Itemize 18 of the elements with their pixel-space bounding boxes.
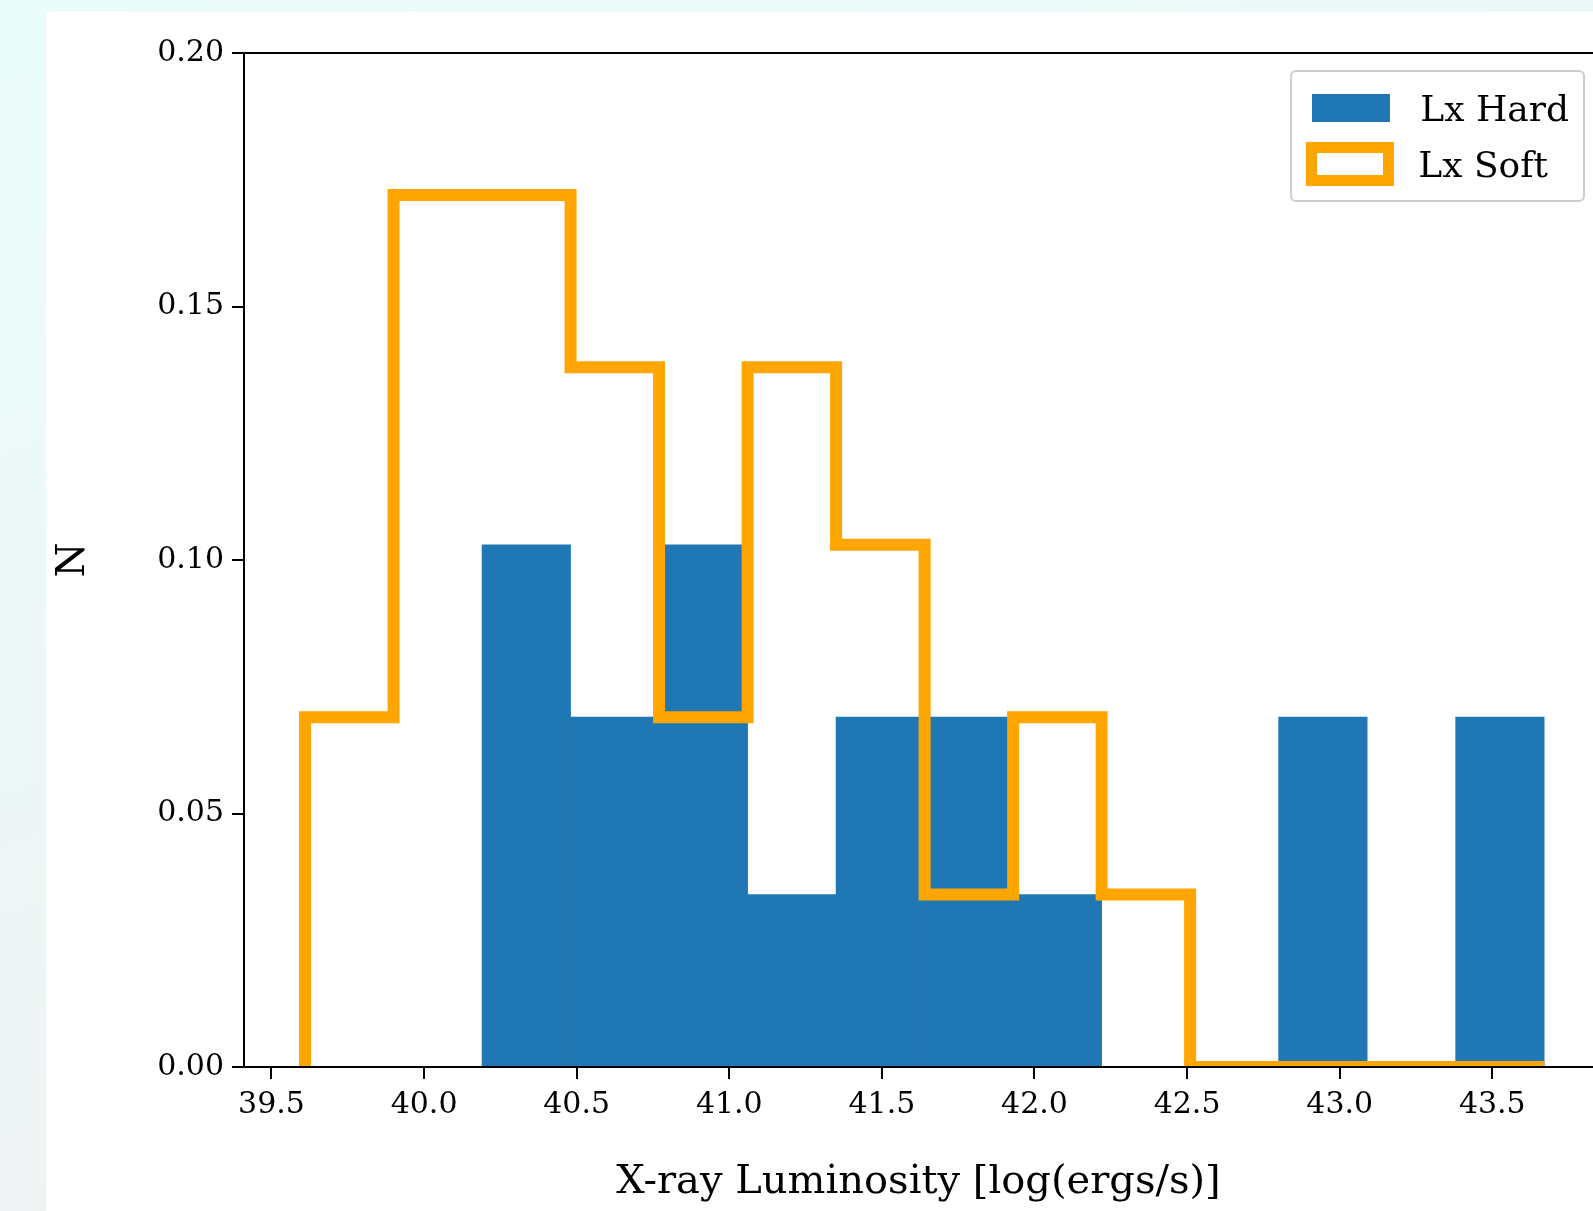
x-tick-label: 41.0 [695,1084,763,1120]
x-tick-label: 42.0 [1001,1084,1068,1120]
x-tick-label: 40.5 [543,1084,611,1120]
y-tick-label: 0.10 [157,539,224,575]
legend-label: Lx Hard [1420,87,1569,129]
x-tick-label: 39.5 [238,1084,305,1120]
y-tick-label: 0.15 [157,286,224,322]
x-tick-label: 43.5 [1458,1084,1526,1120]
y-axis-title: N [47,542,94,578]
x-tick-label: 40.0 [390,1084,458,1120]
x-tick-label: 42.5 [1153,1084,1221,1120]
x-tick-label: 43.0 [1306,1084,1374,1120]
y-tick-label: 0.20 [157,32,224,68]
y-tick-label: 0.00 [157,1046,224,1082]
x-axis-title: X-ray Luminosity [log(ergs/s)] [616,1156,1221,1203]
legend-label: Lx Soft [1418,143,1549,185]
x-tick-label: 41.5 [848,1084,916,1120]
y-tick-label: 0.05 [157,793,224,829]
